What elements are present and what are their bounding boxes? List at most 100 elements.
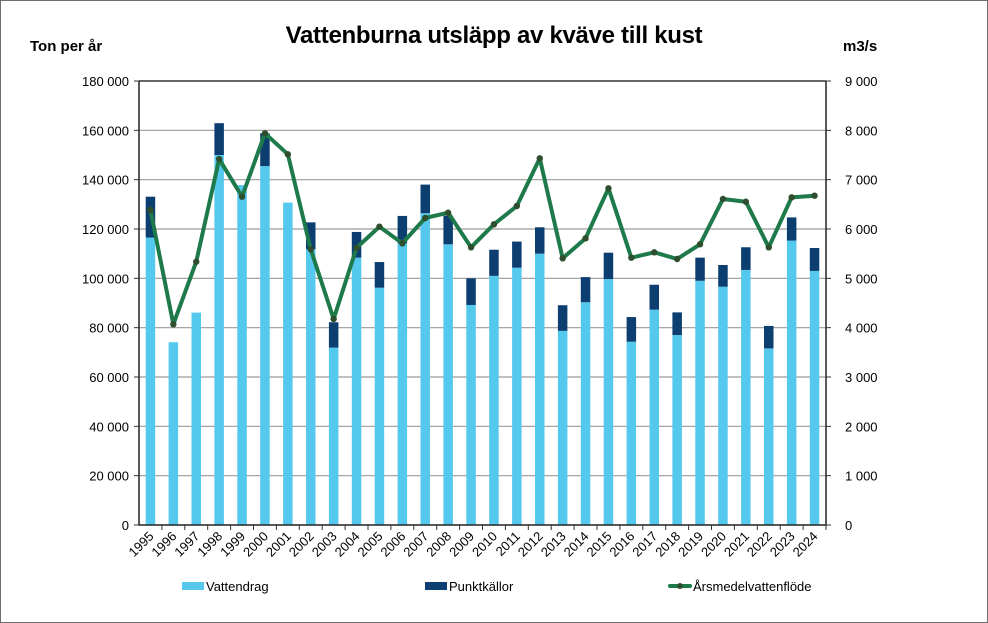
bar-punktkallor (466, 278, 476, 305)
flow-marker (490, 221, 498, 228)
left-axis-label: Ton per år (30, 38, 103, 55)
flow-marker (788, 194, 795, 201)
x-tick-label: 2014 (561, 529, 592, 560)
x-tick-label: 2022 (744, 529, 775, 560)
bar-punktkallor (374, 262, 385, 288)
flow-marker (238, 193, 246, 200)
flow-marker (765, 244, 772, 251)
x-tick-label: 1995 (126, 529, 157, 560)
bar-punktkallor (535, 227, 545, 254)
bar-vattendrag (351, 257, 362, 525)
flow-marker (170, 321, 177, 328)
x-tick-label: 1996 (148, 529, 179, 560)
bar-vattendrag (237, 185, 247, 526)
x-tick-label: 2001 (263, 529, 294, 560)
flow-marker (559, 255, 566, 262)
flow-marker (353, 244, 360, 251)
bar-vattendrag (374, 287, 385, 525)
bar-punktkallor (328, 322, 339, 348)
flow-marker (422, 214, 429, 222)
legend-label-vattendrag: Vattendrag (206, 578, 269, 594)
x-tick-label: 2020 (698, 529, 729, 560)
x-tick-label: 2010 (469, 529, 500, 560)
bar-vattendrag (168, 342, 179, 525)
bar-punktkallor (306, 222, 316, 250)
flow-marker (399, 240, 406, 247)
bar-punktkallor (512, 241, 522, 268)
bar-vattendrag (512, 267, 522, 525)
left-axis-ticks: 0 20 000 40 000 60 000 80 000 100 000 120 000 1… (82, 74, 139, 533)
bar-vattendrag (535, 253, 545, 525)
left-tick-label: 40 000 (89, 419, 129, 434)
x-tick-label: 2015 (584, 529, 615, 560)
bar-punktkallor (764, 325, 774, 349)
bar-punktkallor (420, 184, 430, 214)
vattendrag-swatch (182, 582, 204, 590)
bar-vattendrag (214, 155, 224, 525)
bar-vattendrag (764, 348, 774, 525)
right-tick-label: 2 000 (845, 419, 878, 434)
flow-marker (444, 209, 452, 216)
x-tick-label: 2002 (286, 529, 317, 560)
flow-marker (513, 202, 521, 210)
left-tick-label: 80 000 (89, 321, 129, 336)
left-tick-label: 120 000 (82, 222, 129, 237)
x-tick-label: 2024 (790, 529, 821, 560)
legend-item-flow: Årsmedelvattenflöde (668, 577, 812, 595)
flow-marker (284, 151, 292, 158)
bar-punktkallor (649, 284, 659, 310)
right-tick-label: 3 000 (845, 370, 878, 385)
chart-title: Vattenburna utsläpp av kväve till kust (285, 22, 703, 49)
flow-marker (719, 195, 727, 203)
bar-series (145, 123, 820, 526)
bar-vattendrag (466, 304, 476, 525)
bar-vattendrag (626, 341, 637, 525)
x-tick-label: 2005 (355, 529, 386, 560)
bar-vattendrag (260, 166, 270, 525)
bar-vattendrag (672, 335, 682, 525)
bar-vattendrag (809, 270, 820, 525)
right-tick-label: 0 (845, 518, 852, 533)
bar-punktkallor (741, 247, 751, 270)
bar-vattendrag (191, 312, 201, 525)
x-axis-ticks: 1995199619971998199920002001200220032004… (126, 525, 827, 560)
bar-vattendrag (283, 202, 293, 525)
left-tick-label: 160 000 (82, 123, 129, 138)
bar-vattendrag (786, 240, 797, 526)
bar-vattendrag (603, 279, 614, 525)
right-tick-label: 7 000 (845, 173, 878, 188)
left-tick-label: 20 000 (89, 469, 129, 484)
bar-punktkallor (718, 265, 728, 287)
x-tick-label: 2019 (675, 529, 706, 560)
bar-vattendrag (580, 302, 591, 525)
left-tick-label: 0 (122, 518, 129, 533)
x-tick-label: 2017 (629, 529, 660, 560)
bar-vattendrag (420, 213, 430, 526)
x-tick-label: 2009 (446, 529, 477, 560)
bar-vattendrag (397, 243, 408, 525)
x-tick-label: 2011 (493, 529, 523, 559)
right-tick-label: 8 000 (845, 123, 878, 138)
bar-vattendrag (718, 286, 728, 525)
legend-item-vattendrag: Vattendrag (182, 577, 269, 595)
x-tick-label: 2007 (400, 529, 431, 560)
bar-punktkallor (260, 133, 270, 167)
flow-marker (330, 315, 337, 323)
punktkallor-swatch (425, 582, 447, 590)
x-tick-label: 2006 (377, 529, 408, 560)
flow-line (148, 131, 815, 327)
bar-punktkallor (397, 215, 408, 244)
flow-marker (811, 192, 818, 199)
legend-label-punktkallor: Punktkällor (449, 578, 514, 594)
flow-marker (651, 249, 658, 256)
bar-punktkallor (786, 217, 797, 241)
bar-punktkallor (489, 249, 499, 276)
x-tick-label: 2004 (332, 529, 363, 560)
flow-marker (742, 198, 750, 205)
flow-marker (261, 130, 269, 137)
bar-punktkallor (443, 215, 453, 245)
x-tick-label: 2012 (515, 529, 546, 560)
bar-vattendrag (649, 309, 659, 525)
x-tick-label: 2003 (309, 529, 340, 560)
